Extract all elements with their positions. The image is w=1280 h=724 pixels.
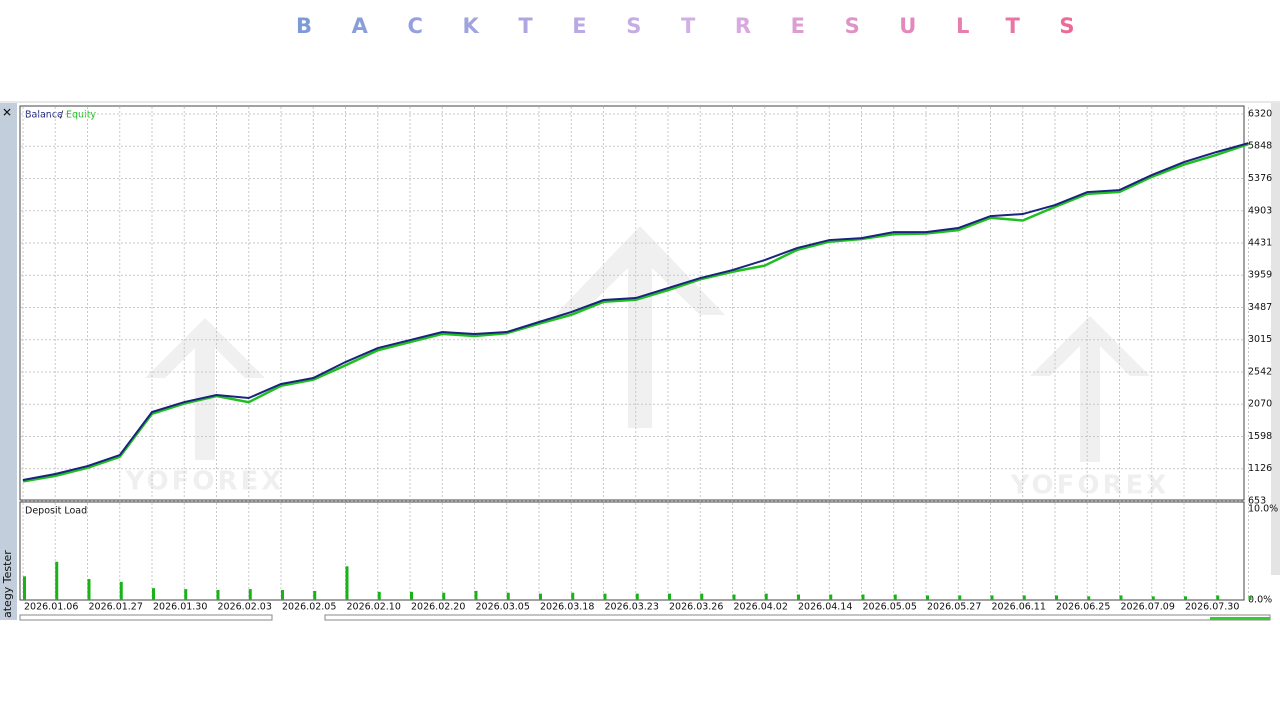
watermark: YOFOREX xyxy=(125,467,285,497)
bar xyxy=(700,593,704,600)
bar xyxy=(1119,595,1123,600)
x-tick-label: 2026.04.02 xyxy=(734,602,788,613)
bar xyxy=(668,593,671,600)
y-tick-label: 3487 xyxy=(1248,302,1272,313)
x-tick-label: 2026.05.05 xyxy=(863,602,917,613)
bar xyxy=(1087,596,1091,600)
x-tick-label: 2026.03.05 xyxy=(476,602,530,613)
x-tick-label: 2026.01.06 xyxy=(24,602,78,613)
y-tick-label: 10.0% xyxy=(1248,504,1278,515)
x-tick-label: 2026.01.30 xyxy=(153,602,207,613)
bar xyxy=(345,566,349,600)
bar xyxy=(571,592,575,600)
close-button[interactable]: ✕ xyxy=(2,106,12,120)
bar xyxy=(1151,596,1155,600)
bar xyxy=(377,591,381,600)
x-tick-label: 2026.03.23 xyxy=(605,602,659,613)
x-tick-label: 2026.02.05 xyxy=(282,602,336,613)
progress xyxy=(1210,617,1270,620)
balance-panel xyxy=(19,105,1245,501)
bar xyxy=(87,579,91,600)
bar xyxy=(1248,596,1252,600)
y-tick-label: 4903 xyxy=(1248,205,1272,216)
watermark: YOFOREX xyxy=(1010,471,1170,501)
x-tick-label: 2026.02.10 xyxy=(347,602,401,613)
y-tick-label: 1126 xyxy=(1248,463,1272,474)
bar xyxy=(539,593,542,600)
bar xyxy=(958,595,962,600)
series-line xyxy=(22,142,1249,483)
bar xyxy=(797,594,800,600)
y-tick-label: 653 xyxy=(1248,496,1266,507)
bar xyxy=(119,581,123,600)
x-tick-label: 2026.05.27 xyxy=(927,602,981,613)
y-tick-label: 0.0% xyxy=(1248,595,1272,606)
bar xyxy=(410,591,413,600)
bar xyxy=(474,590,478,600)
bar xyxy=(281,589,284,600)
sidebar-label: ategy Tester xyxy=(1,550,14,618)
x-tick-label: 2026.03.18 xyxy=(540,602,594,613)
bar xyxy=(603,593,607,600)
bar xyxy=(861,594,865,600)
bar xyxy=(829,594,833,600)
y-tick-label: 3015 xyxy=(1248,334,1272,345)
tab[interactable] xyxy=(19,614,273,621)
legend-equity: Equity xyxy=(66,110,96,121)
bar xyxy=(926,595,929,600)
tab[interactable] xyxy=(324,614,1271,621)
series-line xyxy=(22,142,1249,482)
x-tick-label: 2026.03.26 xyxy=(669,602,723,613)
sidebar xyxy=(0,103,17,620)
scrollbar xyxy=(1271,103,1280,575)
page-title: BACKTESTRESULTS xyxy=(296,14,1114,38)
load-title: Deposit Load xyxy=(25,506,87,517)
x-tick-label: 2026.06.11 xyxy=(992,602,1046,613)
bar xyxy=(23,576,26,600)
bar xyxy=(764,593,768,600)
bar xyxy=(248,589,252,600)
y-tick-label: 1598 xyxy=(1248,431,1272,442)
bar xyxy=(55,561,59,600)
bar xyxy=(990,595,994,600)
x-tick-label: 2026.02.03 xyxy=(218,602,272,613)
x-tick-label: 2026.02.20 xyxy=(411,602,465,613)
y-tick-label: 5376 xyxy=(1248,173,1272,184)
x-tick-label: 2026.04.14 xyxy=(798,602,852,613)
x-tick-label: 2026.07.09 xyxy=(1121,602,1175,613)
bar xyxy=(635,593,639,600)
load-panel xyxy=(19,501,1245,601)
y-tick-label: 2070 xyxy=(1248,399,1272,410)
bar xyxy=(893,594,897,600)
bar xyxy=(1184,596,1187,600)
legend-balance: Balance xyxy=(25,110,63,121)
y-tick-label: 2542 xyxy=(1248,367,1272,378)
y-tick-label: 6320 xyxy=(1248,109,1272,120)
bar xyxy=(184,589,188,600)
y-tick-label: 3959 xyxy=(1248,270,1272,281)
x-tick-label: 2026.06.25 xyxy=(1056,602,1110,613)
bar xyxy=(1022,595,1026,600)
bar xyxy=(1055,595,1058,600)
x-tick-label: 2026.07.30 xyxy=(1185,602,1239,613)
y-tick-label: 5848 xyxy=(1248,141,1272,152)
bar xyxy=(732,594,736,600)
y-tick-label: 4431 xyxy=(1248,238,1272,249)
bar xyxy=(152,588,155,600)
bar xyxy=(1216,595,1220,600)
bar xyxy=(313,590,317,600)
x-tick-label: 2026.01.27 xyxy=(89,602,143,613)
bar xyxy=(216,589,220,600)
legend-sep: / xyxy=(60,110,64,121)
bar xyxy=(506,592,510,600)
bar xyxy=(442,592,446,600)
